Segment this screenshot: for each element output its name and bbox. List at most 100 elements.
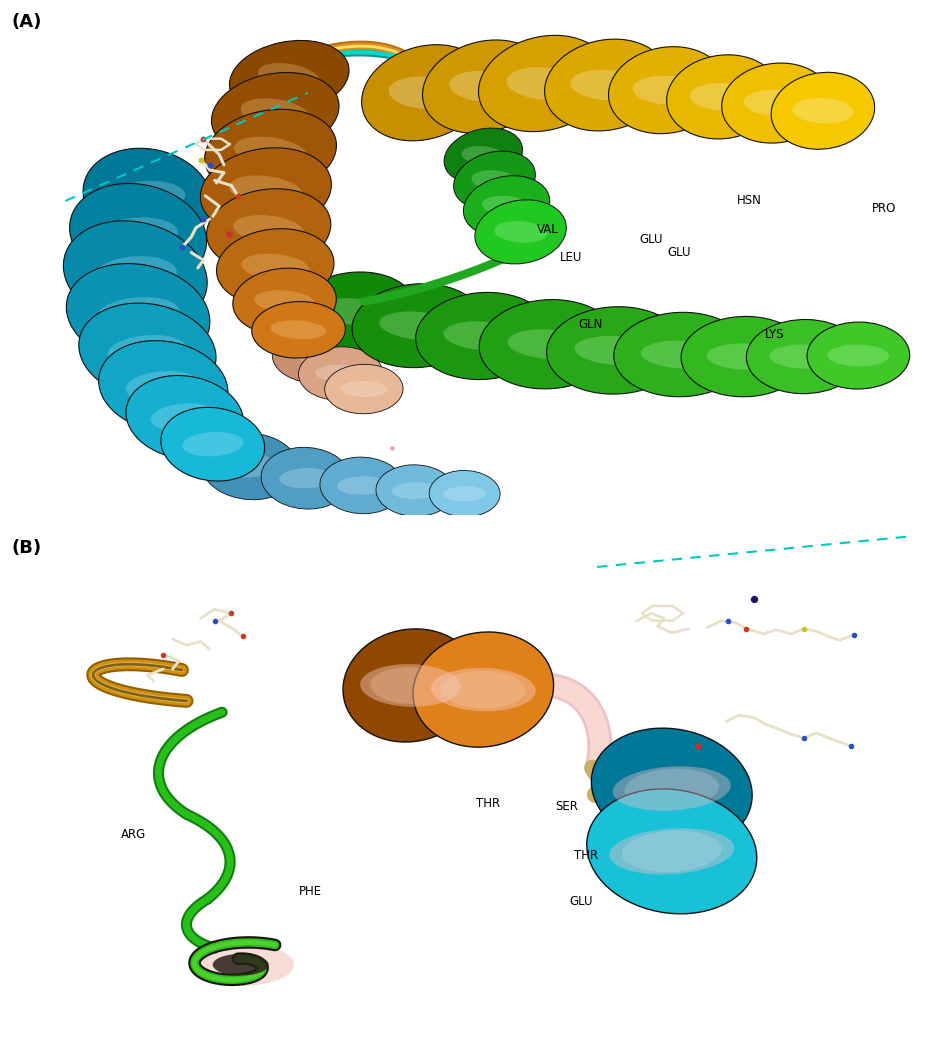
- Point: [690, 738, 705, 755]
- Point: [224, 605, 239, 621]
- Point: [202, 156, 217, 173]
- Ellipse shape: [325, 364, 403, 413]
- Ellipse shape: [315, 364, 366, 382]
- Ellipse shape: [290, 344, 344, 363]
- Ellipse shape: [441, 670, 525, 708]
- Ellipse shape: [681, 316, 808, 397]
- Point: [336, 352, 351, 370]
- Ellipse shape: [429, 471, 500, 516]
- Ellipse shape: [99, 340, 228, 432]
- Ellipse shape: [613, 766, 731, 811]
- Ellipse shape: [233, 215, 304, 244]
- Ellipse shape: [772, 72, 874, 149]
- Point: [207, 613, 222, 630]
- Text: PRO: PRO: [872, 202, 897, 215]
- Point: [720, 613, 735, 630]
- Ellipse shape: [254, 290, 315, 312]
- Ellipse shape: [744, 90, 809, 117]
- Ellipse shape: [94, 256, 176, 293]
- Ellipse shape: [453, 151, 536, 209]
- Ellipse shape: [462, 146, 505, 166]
- Ellipse shape: [592, 728, 752, 848]
- Ellipse shape: [204, 109, 337, 195]
- Ellipse shape: [343, 629, 478, 742]
- Text: GLN: GLN: [578, 319, 603, 331]
- Ellipse shape: [614, 312, 748, 397]
- Ellipse shape: [70, 183, 206, 285]
- Ellipse shape: [828, 345, 889, 366]
- Ellipse shape: [481, 196, 532, 217]
- Ellipse shape: [471, 171, 518, 191]
- Ellipse shape: [182, 432, 244, 456]
- Ellipse shape: [545, 40, 668, 131]
- Ellipse shape: [66, 263, 210, 365]
- Ellipse shape: [370, 667, 451, 704]
- Ellipse shape: [443, 322, 523, 351]
- Point: [746, 590, 761, 607]
- Ellipse shape: [352, 284, 484, 367]
- Ellipse shape: [508, 329, 590, 359]
- Ellipse shape: [252, 302, 345, 358]
- Ellipse shape: [575, 336, 657, 364]
- Ellipse shape: [362, 45, 487, 141]
- Ellipse shape: [221, 455, 279, 478]
- Ellipse shape: [494, 221, 547, 243]
- Ellipse shape: [230, 41, 349, 115]
- Point: [156, 646, 171, 663]
- Ellipse shape: [666, 55, 780, 138]
- Ellipse shape: [202, 433, 299, 500]
- Point: [797, 620, 812, 637]
- Text: HSN: HSN: [737, 195, 762, 207]
- Ellipse shape: [443, 486, 486, 501]
- Point: [221, 226, 236, 243]
- Text: THR: THR: [476, 797, 500, 811]
- Ellipse shape: [807, 322, 910, 389]
- Ellipse shape: [271, 321, 327, 339]
- Ellipse shape: [258, 64, 320, 92]
- Text: (A): (A): [11, 12, 42, 31]
- Ellipse shape: [299, 347, 383, 401]
- Ellipse shape: [706, 344, 783, 370]
- Ellipse shape: [770, 345, 839, 369]
- Ellipse shape: [570, 70, 643, 100]
- Ellipse shape: [415, 293, 551, 380]
- Ellipse shape: [241, 98, 310, 128]
- Ellipse shape: [230, 176, 302, 206]
- Text: GLU: GLU: [667, 246, 690, 259]
- Ellipse shape: [624, 768, 719, 809]
- Ellipse shape: [450, 71, 521, 102]
- Point: [230, 187, 245, 204]
- Ellipse shape: [337, 476, 387, 494]
- Point: [843, 738, 858, 755]
- Point: [384, 440, 399, 457]
- Ellipse shape: [609, 829, 734, 874]
- Ellipse shape: [126, 376, 244, 459]
- Ellipse shape: [376, 465, 454, 516]
- Ellipse shape: [212, 73, 339, 154]
- Ellipse shape: [621, 831, 722, 872]
- Ellipse shape: [423, 40, 548, 133]
- Point: [196, 131, 211, 148]
- Text: GLU: GLU: [569, 895, 592, 909]
- Text: THR: THR: [574, 849, 598, 862]
- Ellipse shape: [507, 68, 581, 100]
- Text: LEU: LEU: [560, 251, 582, 264]
- Ellipse shape: [360, 664, 461, 707]
- Text: LYS: LYS: [765, 329, 785, 341]
- Point: [235, 628, 250, 644]
- Point: [196, 210, 211, 227]
- Ellipse shape: [213, 954, 269, 975]
- Ellipse shape: [633, 76, 702, 104]
- Ellipse shape: [608, 47, 726, 133]
- Ellipse shape: [388, 77, 461, 109]
- Ellipse shape: [480, 300, 618, 389]
- Ellipse shape: [83, 148, 212, 246]
- Ellipse shape: [641, 340, 721, 369]
- Ellipse shape: [587, 789, 757, 914]
- Text: PHE: PHE: [299, 885, 322, 898]
- Ellipse shape: [233, 269, 336, 335]
- Ellipse shape: [444, 128, 522, 183]
- Ellipse shape: [320, 457, 404, 513]
- Ellipse shape: [293, 272, 416, 352]
- Text: VAL: VAL: [536, 223, 558, 236]
